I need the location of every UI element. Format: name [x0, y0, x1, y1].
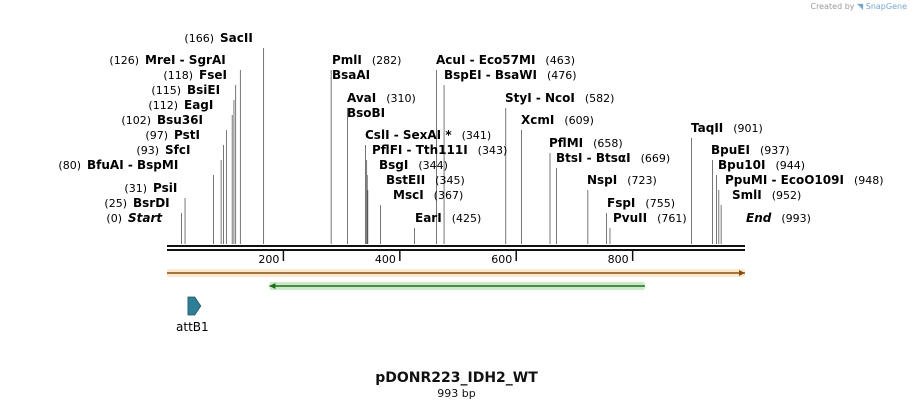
tick-label-400: 400	[375, 253, 396, 266]
site-label-mrei-sgrai[interactable]: MreI - SgrAI	[145, 53, 226, 67]
site-pos-bsiei: (115)	[151, 84, 181, 97]
site-label-pvuii[interactable]: PvuII (761)	[613, 211, 687, 225]
feature-attB1[interactable]: attB1	[176, 296, 209, 334]
green-feature-arrowhead	[269, 283, 276, 289]
site-label-msci[interactable]: MscI (367)	[393, 188, 463, 202]
site-label-fspi[interactable]: FspI (755)	[607, 196, 675, 210]
features: attB1	[167, 269, 745, 334]
site-label-csli-sexai[interactable]: CslI - SexAI * (341)	[365, 128, 491, 142]
site-lines	[181, 48, 722, 244]
credit-brand: SnapGene	[865, 2, 907, 11]
orange-feature[interactable]	[167, 269, 745, 277]
site-label-bsgi[interactable]: BsgI (344)	[379, 158, 448, 172]
site-label-pmli[interactable]: PmlI (282)	[332, 53, 401, 67]
site-pos-eagi: (112)	[148, 99, 178, 112]
snapgene-logo-icon: ◥	[857, 2, 864, 11]
orange-feature-arrowhead	[739, 270, 745, 276]
site-label-sacii[interactable]: SacII	[220, 31, 253, 45]
site-pos-sfci: (93)	[136, 144, 159, 157]
site-label-start[interactable]: Start	[128, 211, 163, 225]
feature-arrow-attB1	[187, 296, 202, 316]
site-label-ppumi-ecoo109i[interactable]: PpuMI - EcoO109I (948)	[725, 173, 884, 187]
site-label-xcmi[interactable]: XcmI (609)	[521, 113, 594, 127]
site-label-bfuai-bspmi[interactable]: BfuAI - BspMI	[87, 158, 178, 172]
site-label-bpuei[interactable]: BpuEI (937)	[711, 143, 790, 157]
credit-text: Created by	[810, 2, 855, 11]
site-label-fsei[interactable]: FseI	[199, 68, 227, 82]
site-label-pflfi-tth111i[interactable]: PflFI - Tth111I (343)	[372, 143, 507, 157]
site-label-bpu10i[interactable]: Bpu10I (944)	[718, 158, 805, 172]
site-label-acui-eco57mi[interactable]: AcuI - Eco57MI (463)	[436, 53, 575, 67]
site-label-pflmi[interactable]: PflMI (658)	[549, 136, 623, 150]
site-pos-bsu36i: (102)	[121, 114, 151, 127]
green-feature[interactable]	[269, 282, 645, 290]
site-pos-psii: (31)	[124, 182, 147, 195]
tick-label-200: 200	[258, 253, 279, 266]
backbone	[167, 245, 745, 251]
site-pos-bfuai-bspmi: (80)	[58, 159, 81, 172]
site-label-styi-ncoi[interactable]: StyI - NcoI (582)	[505, 91, 614, 105]
site-label-psti[interactable]: PstI	[174, 128, 200, 142]
site-pos-bsrdi: (25)	[104, 197, 127, 210]
site-label-nspi[interactable]: NspI (723)	[587, 173, 657, 187]
tick-label-600: 600	[491, 253, 512, 266]
site-pos-start: (0)	[106, 212, 122, 225]
site-label-bsteii[interactable]: BstEII (345)	[386, 173, 465, 187]
plasmid-length: 993 bp	[437, 387, 476, 400]
site-label-bsrdi[interactable]: BsrDI	[133, 196, 170, 210]
site-label-eari[interactable]: EarI (425)	[415, 211, 481, 225]
tick-label-800: 800	[608, 253, 629, 266]
scale-ticks: 200 400 600 800	[258, 251, 634, 266]
site-pos-mrei-sgrai: (126)	[109, 54, 139, 67]
plasmid-name: pDONR223_IDH2_WT	[375, 370, 538, 386]
site-label-psii[interactable]: PsiI	[153, 181, 177, 195]
site-label-btsi-btsαi[interactable]: BtsI - BtsαI (669)	[556, 151, 670, 165]
site-pos-sacii: (166)	[184, 32, 214, 45]
site-labels: Start (0) BsrDI (25) PsiI (31) BfuAI - BspMI (8…	[58, 31, 883, 225]
site-label-bsaai[interactable]: BsaAI	[332, 68, 370, 82]
site-label-bsu36i[interactable]: Bsu36I	[157, 113, 203, 127]
feature-label-attB1: attB1	[176, 320, 209, 334]
site-label-bsiei[interactable]: BsiEI	[187, 83, 220, 97]
site-pos-fsei: (118)	[163, 69, 193, 82]
snapgene-credit: Created by ◥ SnapGene	[810, 2, 907, 11]
site-label-avai[interactable]: AvaI (310)	[347, 91, 416, 105]
site-label-smli[interactable]: SmlI (952)	[732, 188, 801, 202]
site-label-bspei-bsawi[interactable]: BspEI - BsaWI (476)	[444, 68, 577, 82]
site-label-sfci[interactable]: SfcI	[165, 143, 190, 157]
site-label-end[interactable]: End (993)	[746, 211, 811, 225]
site-label-taqii[interactable]: TaqII (901)	[691, 121, 763, 135]
site-pos-psti: (97)	[145, 129, 168, 142]
site-label-bsobi[interactable]: BsoBI	[347, 106, 385, 120]
site-label-eagi[interactable]: EagI	[184, 98, 213, 112]
